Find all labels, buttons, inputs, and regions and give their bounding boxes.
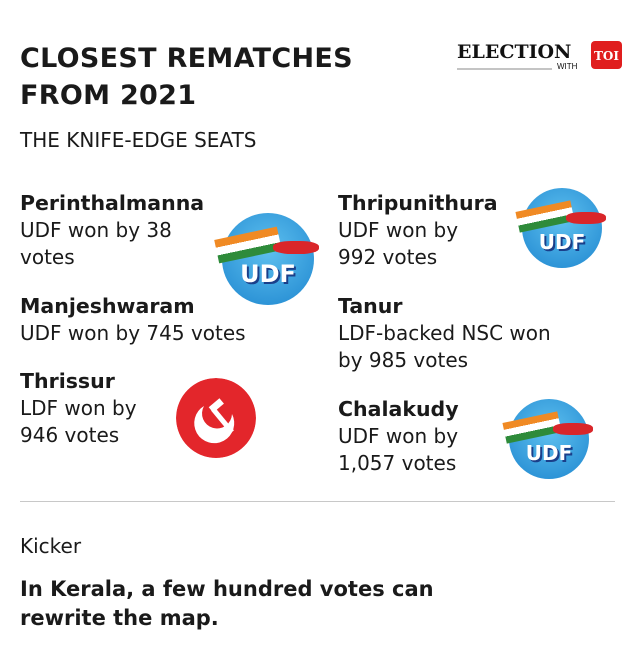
- seat-perinthalmanna: Perinthalmanna UDF won by 38 votes: [20, 190, 204, 271]
- seat-thrissur: Thrissur LDF won by 946 votes: [20, 368, 137, 449]
- toi-badge: [591, 41, 622, 69]
- seat-result: 992 votes: [338, 245, 438, 269]
- election-with-toi-logo: ELECTION WITH TOI: [457, 41, 622, 71]
- seat-result: UDF won by 38: [20, 218, 172, 242]
- seat-name: Manjeshwaram: [20, 294, 195, 318]
- seat-result: 1,057 votes: [338, 451, 457, 475]
- seat-result: UDF won by: [338, 218, 459, 242]
- seat-name: Perinthalmanna: [20, 191, 205, 215]
- udf-badge-icon: UDF: [502, 399, 593, 479]
- seat-name: Thrissur: [20, 369, 115, 393]
- seat-result: 946 votes: [20, 423, 120, 447]
- seat-result: by 985 votes: [338, 348, 469, 372]
- badge-label: UDF: [240, 260, 296, 289]
- seat-tanur: Tanur LDF-backed NSC won by 985 votes: [338, 293, 551, 374]
- udf-badge-icon: UDF: [214, 213, 319, 305]
- logo-brand: TOI: [594, 49, 619, 63]
- udf-badge-icon: UDF: [515, 188, 606, 268]
- logo-word: ELECTION: [457, 41, 571, 63]
- badge-label: UDF: [525, 440, 573, 465]
- divider: [20, 501, 615, 502]
- kicker-label: Kicker: [20, 534, 82, 558]
- seat-result: LDF-backed NSC won: [338, 321, 551, 345]
- seat-name: Tanur: [338, 294, 403, 318]
- title-line-1: CLOSEST REMATCHES: [20, 43, 353, 74]
- page-title: CLOSEST REMATCHES FROM 2021: [20, 40, 353, 114]
- seat-name: Thripunithura: [338, 191, 498, 215]
- seat-name: Chalakudy: [338, 397, 459, 421]
- kicker-text: In Kerala, a few hundred votes can rewri…: [20, 577, 434, 630]
- subtitle: THE KNIFE-EDGE SEATS: [20, 128, 257, 152]
- seat-thripunithura: Thripunithura UDF won by 992 votes: [338, 190, 498, 271]
- badge-label: UDF: [538, 229, 586, 254]
- seat-chalakudy: Chalakudy UDF won by 1,057 votes: [338, 396, 459, 477]
- hammer-sickle-icon: [176, 378, 256, 458]
- logo-with: WITH: [557, 62, 578, 71]
- seat-manjeshwaram: Manjeshwaram UDF won by 745 votes: [20, 293, 246, 347]
- seat-result: UDF won by 745 votes: [20, 321, 246, 345]
- seat-result: votes: [20, 245, 75, 269]
- seat-result: UDF won by: [338, 424, 459, 448]
- seat-result: LDF won by: [20, 396, 137, 420]
- title-line-2: FROM 2021: [20, 80, 197, 111]
